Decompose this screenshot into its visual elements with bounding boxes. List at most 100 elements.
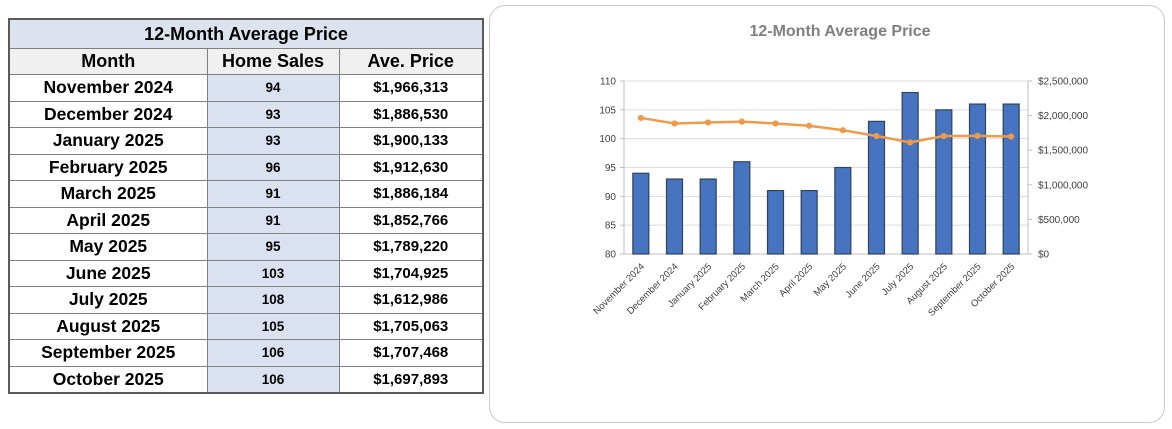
ave-price-marker <box>772 120 779 127</box>
month-cell: January 2025 <box>8 127 208 155</box>
table-row: July 2025 108 $1,612,986 <box>8 286 484 314</box>
month-cell: September 2025 <box>8 339 208 367</box>
table-row: February 2025 96 $1,912,630 <box>8 153 484 181</box>
x-axis-label: June 2025 <box>843 261 882 300</box>
col-header-sales: Home Sales <box>206 48 340 75</box>
ave-price-marker <box>705 119 712 126</box>
sales-cell: 103 <box>206 259 340 287</box>
table-row: June 2025 103 $1,704,925 <box>8 259 484 287</box>
home-sales-bar <box>766 189 785 255</box>
price-cell: $1,697,893 <box>338 365 484 394</box>
left-axis-label: 105 <box>599 105 616 116</box>
price-cell: $1,966,313 <box>338 74 484 102</box>
left-axis-label: 80 <box>605 250 617 261</box>
month-cell: November 2024 <box>8 74 208 102</box>
month-cell: August 2025 <box>8 312 208 340</box>
combo-chart: 12-Month Average Price 80 85 90 95 100 105 110… <box>591 23 1088 319</box>
left-axis-label: 100 <box>599 134 616 145</box>
ave-price-marker <box>940 132 947 140</box>
month-cell: October 2025 <box>8 365 208 394</box>
column-header-row: Month Home Sales Ave. Price <box>8 48 484 75</box>
price-cell: $1,886,530 <box>338 100 484 128</box>
right-axis-label: $500,000 <box>1038 215 1080 226</box>
table-title: 12-Month Average Price <box>8 18 484 49</box>
col-header-month: Month <box>8 48 208 75</box>
chart-plot-area: 80 85 90 95 100 105 110 $0 $500,000 $1,000,000 $1,… <box>591 77 1088 319</box>
sales-cell: 95 <box>206 233 340 261</box>
home-sales-bar <box>935 109 953 255</box>
table-row: October 2025 106 $1,697,893 <box>8 365 484 394</box>
left-axis-label: 110 <box>600 77 616 88</box>
right-axis-label: $2,000,000 <box>1038 111 1088 122</box>
table-row: August 2025 105 $1,705,063 <box>8 312 484 340</box>
sales-cell: 93 <box>206 100 340 128</box>
sales-cell: 96 <box>206 153 340 181</box>
price-cell: $1,704,925 <box>338 259 484 287</box>
table-title-row: 12-Month Average Price <box>8 18 484 49</box>
right-axis-label: $1,500,000 <box>1038 146 1088 157</box>
table-row: January 2025 93 $1,900,133 <box>8 127 484 155</box>
month-cell: March 2025 <box>8 180 208 208</box>
home-sales-bar <box>834 166 852 255</box>
sales-cell: 105 <box>206 312 340 340</box>
right-axis-label: $1,000,000 <box>1038 180 1088 191</box>
left-axis-label: 85 <box>605 221 617 232</box>
home-sales-bar <box>968 103 987 255</box>
home-sales-bar <box>867 120 886 255</box>
left-axis-label: 95 <box>605 163 617 174</box>
sales-cell: 91 <box>206 206 340 234</box>
table-row: May 2025 95 $1,789,220 <box>8 233 484 261</box>
table-row: November 2024 94 $1,966,313 <box>8 74 484 102</box>
sales-cell: 106 <box>206 339 340 367</box>
price-cell: $1,912,630 <box>338 153 484 181</box>
month-cell: May 2025 <box>8 233 208 261</box>
price-cell: $1,705,063 <box>338 312 484 340</box>
month-cell: June 2025 <box>8 259 208 287</box>
home-sales-bar <box>665 178 684 255</box>
home-sales-bar <box>632 172 650 255</box>
ave-price-marker <box>873 132 880 140</box>
sales-cell: 91 <box>206 180 340 208</box>
home-sales-bar <box>901 91 919 255</box>
home-sales-bar <box>699 178 717 255</box>
home-sales-bar <box>1002 103 1020 255</box>
right-axis-label: $0 <box>1038 250 1050 261</box>
x-axis-label: April 2025 <box>777 261 815 299</box>
ave-price-marker <box>1008 133 1015 140</box>
month-cell: February 2025 <box>8 153 208 181</box>
table-row: December 2024 93 $1,886,530 <box>8 100 484 128</box>
chart-title: 12-Month Average Price <box>749 23 930 40</box>
table-row: April 2025 91 $1,852,766 <box>8 206 484 234</box>
sales-cell: 108 <box>206 286 340 314</box>
col-header-price: Ave. Price <box>338 48 484 75</box>
summary-table: 12-Month Average Price Month Home Sales Av… <box>8 18 484 394</box>
table-row: September 2025 106 $1,707,468 <box>8 339 484 367</box>
ave-price-marker <box>637 114 644 122</box>
right-axis-label: $2,500,000 <box>1038 77 1088 88</box>
ave-price-marker <box>671 120 678 127</box>
price-cell: $1,707,468 <box>338 339 484 367</box>
sales-cell: 93 <box>206 127 340 155</box>
sales-cell: 94 <box>206 74 340 102</box>
price-cell: $1,789,220 <box>338 233 484 261</box>
month-cell: December 2024 <box>8 100 208 128</box>
left-axis-label: 90 <box>605 192 617 203</box>
ave-price-marker <box>738 118 745 125</box>
price-cell: $1,852,766 <box>338 206 484 234</box>
sales-cell: 106 <box>206 365 340 394</box>
home-sales-bar <box>800 189 818 255</box>
month-cell: April 2025 <box>8 206 208 234</box>
price-cell: $1,612,986 <box>338 286 484 314</box>
ave-price-line <box>639 116 1013 144</box>
ave-price-marker <box>974 132 981 139</box>
table-row: March 2025 91 $1,886,184 <box>8 180 484 208</box>
month-cell: July 2025 <box>8 286 208 314</box>
price-cell: $1,900,133 <box>338 127 484 155</box>
ave-price-marker <box>839 127 846 134</box>
ave-price-marker <box>806 122 813 129</box>
ave-price-marker <box>907 139 914 146</box>
price-cell: $1,886,184 <box>338 180 484 208</box>
home-sales-bar <box>733 161 751 255</box>
chart-panel: 12-Month Average Price 80 85 90 95 100 105 110… <box>489 5 1165 423</box>
